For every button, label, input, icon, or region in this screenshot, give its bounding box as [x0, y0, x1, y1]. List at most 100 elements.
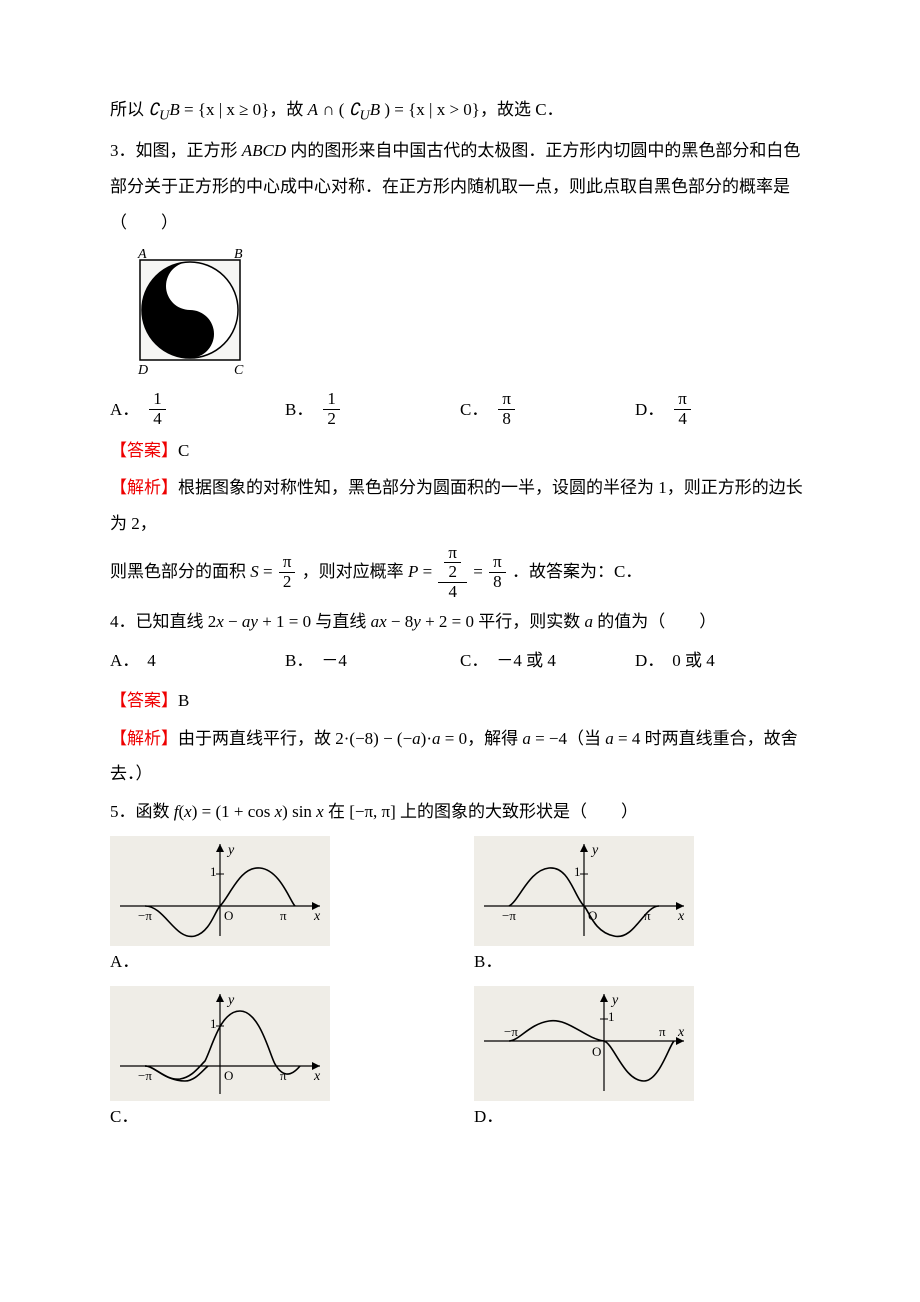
subscript-u: U [159, 107, 169, 123]
text: + 2 = 0 平行，则实数 [421, 612, 585, 631]
fraction: π8 [498, 390, 515, 428]
svg-text:O: O [224, 908, 233, 923]
q4-answer: 【答案】B [110, 683, 810, 719]
complement-symbol: ∁ [148, 100, 159, 119]
var-x: x [379, 612, 387, 631]
var-a: a [585, 612, 594, 631]
text: 4．已知直线 2 [110, 612, 216, 631]
option-label: A． [110, 392, 139, 428]
taiji-figure: A B D C [110, 246, 810, 386]
answer-label: 【答案】 [110, 691, 178, 710]
svg-text:−π: −π [138, 1068, 152, 1083]
q3-answer: 【答案】C [110, 433, 810, 469]
var-a: a [371, 612, 380, 631]
svg-text:π: π [280, 908, 287, 923]
svg-text:x: x [677, 909, 685, 924]
option-d: D． π4 [635, 390, 810, 428]
dot-white [184, 280, 196, 292]
text: 根据图象的对称性知，黑色部分为圆面积的一半，设圆的半径为 1，则正方形的边长为 … [110, 478, 803, 533]
svg-text:y: y [590, 843, 599, 858]
var-p: P [408, 562, 418, 581]
option-a: A． 14 [110, 390, 285, 428]
text: 由于两直线平行，故 2·(−8) − (− [178, 729, 412, 748]
text: 3．如图，正方形 [110, 141, 242, 160]
text: 5．函数 [110, 802, 174, 821]
taiji-svg: A B D C [110, 246, 270, 386]
var-s: S [250, 562, 259, 581]
graph-b: y x O 1 π −π B． [474, 836, 810, 980]
q5-graphs-row-1: y x O 1 π −π A． y x O 1 π −π [110, 836, 810, 980]
text: − [224, 612, 242, 631]
text: 的值为（ ） [593, 612, 716, 631]
svg-text:x: x [313, 1069, 321, 1084]
text: = [259, 562, 277, 581]
text: ．故答案为：C． [512, 562, 642, 581]
svg-text:1: 1 [608, 1009, 615, 1024]
svg-text:−π: −π [504, 1024, 518, 1039]
graph-label: A． [110, 944, 446, 980]
fraction-nested: π2 4 [438, 544, 467, 602]
graph-label: D． [474, 1099, 810, 1135]
graph-svg-c: y x O 1 π −π [110, 986, 330, 1101]
var-a: A [308, 100, 318, 119]
text: ，则对应概率 [302, 562, 408, 581]
svg-text:1: 1 [210, 864, 217, 879]
text: − 8 [387, 612, 414, 631]
expl-label: 【解析】 [110, 478, 178, 497]
option-label: B． [285, 392, 313, 428]
graph-label: B． [474, 944, 810, 980]
svg-text:y: y [610, 993, 619, 1008]
var-y: y [250, 612, 258, 631]
answer-value: B [178, 691, 189, 710]
answer-value: C [178, 441, 189, 460]
graph-svg-b: y x O 1 π −π [474, 836, 694, 946]
q4-explanation: 【解析】由于两直线平行，故 2·(−8) − (−a)·a = 0，解得 a =… [110, 721, 810, 792]
corner-d: D [137, 363, 148, 378]
text: 所以 [110, 100, 144, 119]
text: ) = {x | x > 0}，故选 C． [384, 100, 563, 119]
svg-text:1: 1 [574, 864, 581, 879]
q4-stem: 4．已知直线 2x − ay + 1 = 0 与直线 ax − 8y + 2 =… [110, 604, 810, 640]
option-b: B． 12 [285, 390, 460, 428]
svg-text:x: x [313, 909, 321, 924]
fraction: π2 [444, 544, 461, 582]
q3-options: A． 14 B． 12 C． π8 D． π4 [110, 390, 810, 428]
graph-d: y x O 1 π −π D． [474, 986, 810, 1135]
graph-svg-a: y x O 1 π −π [110, 836, 330, 946]
var-x: x [216, 612, 224, 631]
graph-a: y x O 1 π −π A． [110, 836, 446, 980]
text: 则黑色部分的面积 [110, 562, 250, 581]
corner-c: C [234, 363, 244, 378]
svg-text:−π: −π [502, 908, 516, 923]
option-label: D． [635, 392, 664, 428]
q4-options: A．4 B．－4 C．－4 或 4 D．0 或 4 [110, 643, 810, 679]
svg-text:x: x [677, 1025, 685, 1040]
graph-svg-d: y x O 1 π −π [474, 986, 694, 1101]
q5-stem: 5．函数 f(x) = (1 + cos x) sin x 在 [−π, π] … [110, 794, 810, 830]
svg-text:y: y [226, 843, 235, 858]
option-c: C．－4 或 4 [460, 643, 635, 679]
q3-stem: 3．如图，正方形 ABCD 内的图形来自中国古代的太极图．正方形内切圆中的黑色部… [110, 133, 810, 240]
option-c: C． π8 [460, 390, 635, 428]
dot-black [184, 328, 196, 340]
text: = {x | x ≥ 0}，故 [184, 100, 308, 119]
option-a: A．4 [110, 643, 285, 679]
graph-c: y x O 1 π −π C． [110, 986, 446, 1135]
abcd: ABCD [242, 141, 286, 160]
var-y: y [413, 612, 421, 631]
var-b: B [370, 100, 380, 119]
option-b: B．－4 [285, 643, 460, 679]
text: + 1 = 0 与直线 [258, 612, 371, 631]
text: = [473, 562, 487, 581]
q3-explanation-1: 【解析】根据图象的对称性知，黑色部分为圆面积的一半，设圆的半径为 1，则正方形的… [110, 470, 810, 541]
option-d: D．0 或 4 [635, 643, 810, 679]
svg-text:O: O [592, 1044, 601, 1059]
graph-label: C． [110, 1099, 446, 1135]
fraction: π2 [279, 553, 296, 591]
complement-symbol: ∁ [349, 100, 360, 119]
svg-text:−π: −π [138, 908, 152, 923]
q3-explanation-2: 则黑色部分的面积 S = π2 ，则对应概率 P = π2 4 = π8 ．故答… [110, 544, 810, 602]
svg-text:π: π [280, 1068, 287, 1083]
fraction: 12 [323, 390, 340, 428]
q5-graphs-row-2: y x O 1 π −π C． y x O 1 π −π [110, 986, 810, 1135]
